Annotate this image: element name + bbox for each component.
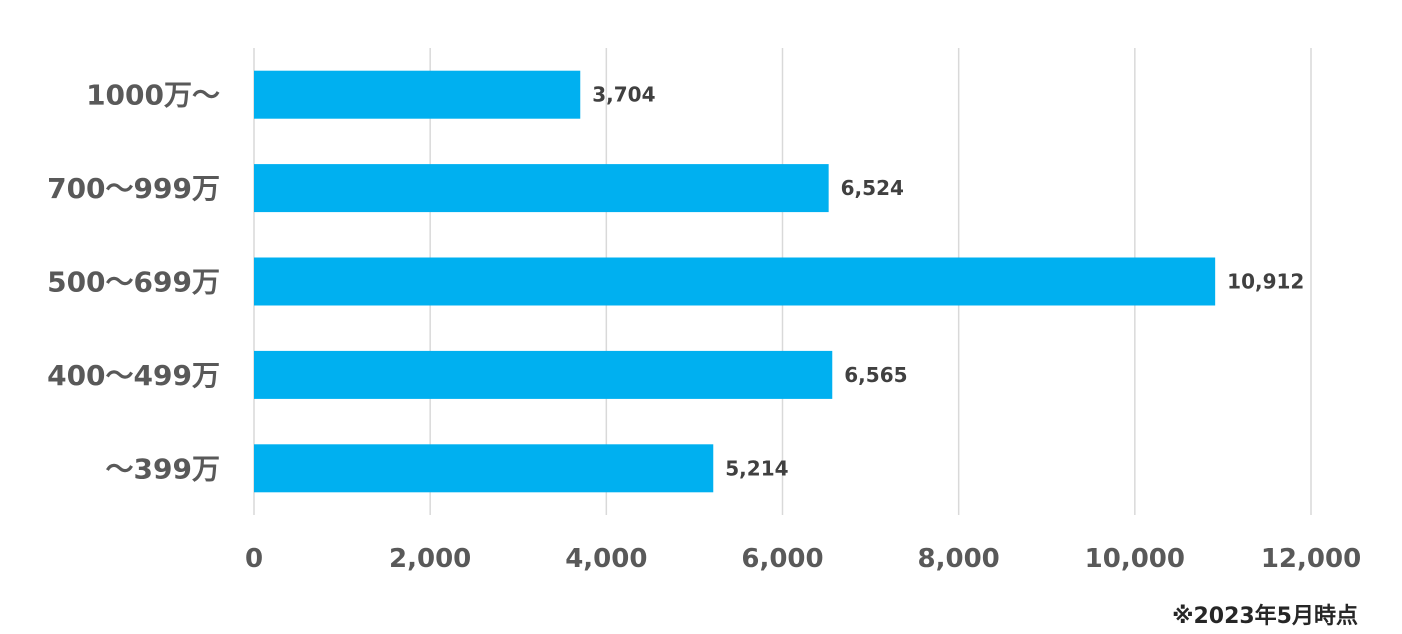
data-label: 5,214 <box>725 456 788 480</box>
data-labels: 3,704 6,524 10,912 6,565 5,214 <box>592 83 1304 481</box>
bar <box>254 444 714 493</box>
x-tick-label: 0 <box>245 544 263 574</box>
data-label: 10,912 <box>1227 270 1304 294</box>
bar <box>254 350 833 399</box>
x-axis-tick-labels: 0 2,000 4,000 6,000 8,000 10,000 12,000 <box>245 544 1361 574</box>
bar <box>254 164 829 213</box>
bar-chart: 3,704 6,524 10,912 6,565 5,214 1000万～ 700～999… <box>47 48 1361 574</box>
bar <box>254 257 1216 306</box>
x-tick-label: 12,000 <box>1261 544 1361 574</box>
category-label: 400～499万 <box>47 359 220 392</box>
bar <box>254 70 581 119</box>
x-tick-label: 10,000 <box>1085 544 1185 574</box>
category-label: 1000万～ <box>86 79 220 112</box>
data-label: 6,565 <box>844 363 907 387</box>
category-label: 500～699万 <box>47 266 220 299</box>
bars <box>254 70 1216 493</box>
x-tick-label: 8,000 <box>918 544 1000 574</box>
category-label: ～399万 <box>106 452 220 485</box>
x-tick-label: 2,000 <box>389 544 471 574</box>
x-tick-label: 4,000 <box>565 544 647 574</box>
x-tick-label: 6,000 <box>741 544 823 574</box>
data-label: 3,704 <box>592 83 655 107</box>
footnote: ※2023年5月時点 <box>1172 604 1358 629</box>
category-labels: 1000万～ 700～999万 500～699万 400～499万 ～399万 <box>47 79 220 486</box>
data-label: 6,524 <box>841 176 904 200</box>
category-label: 700～999万 <box>47 172 220 205</box>
